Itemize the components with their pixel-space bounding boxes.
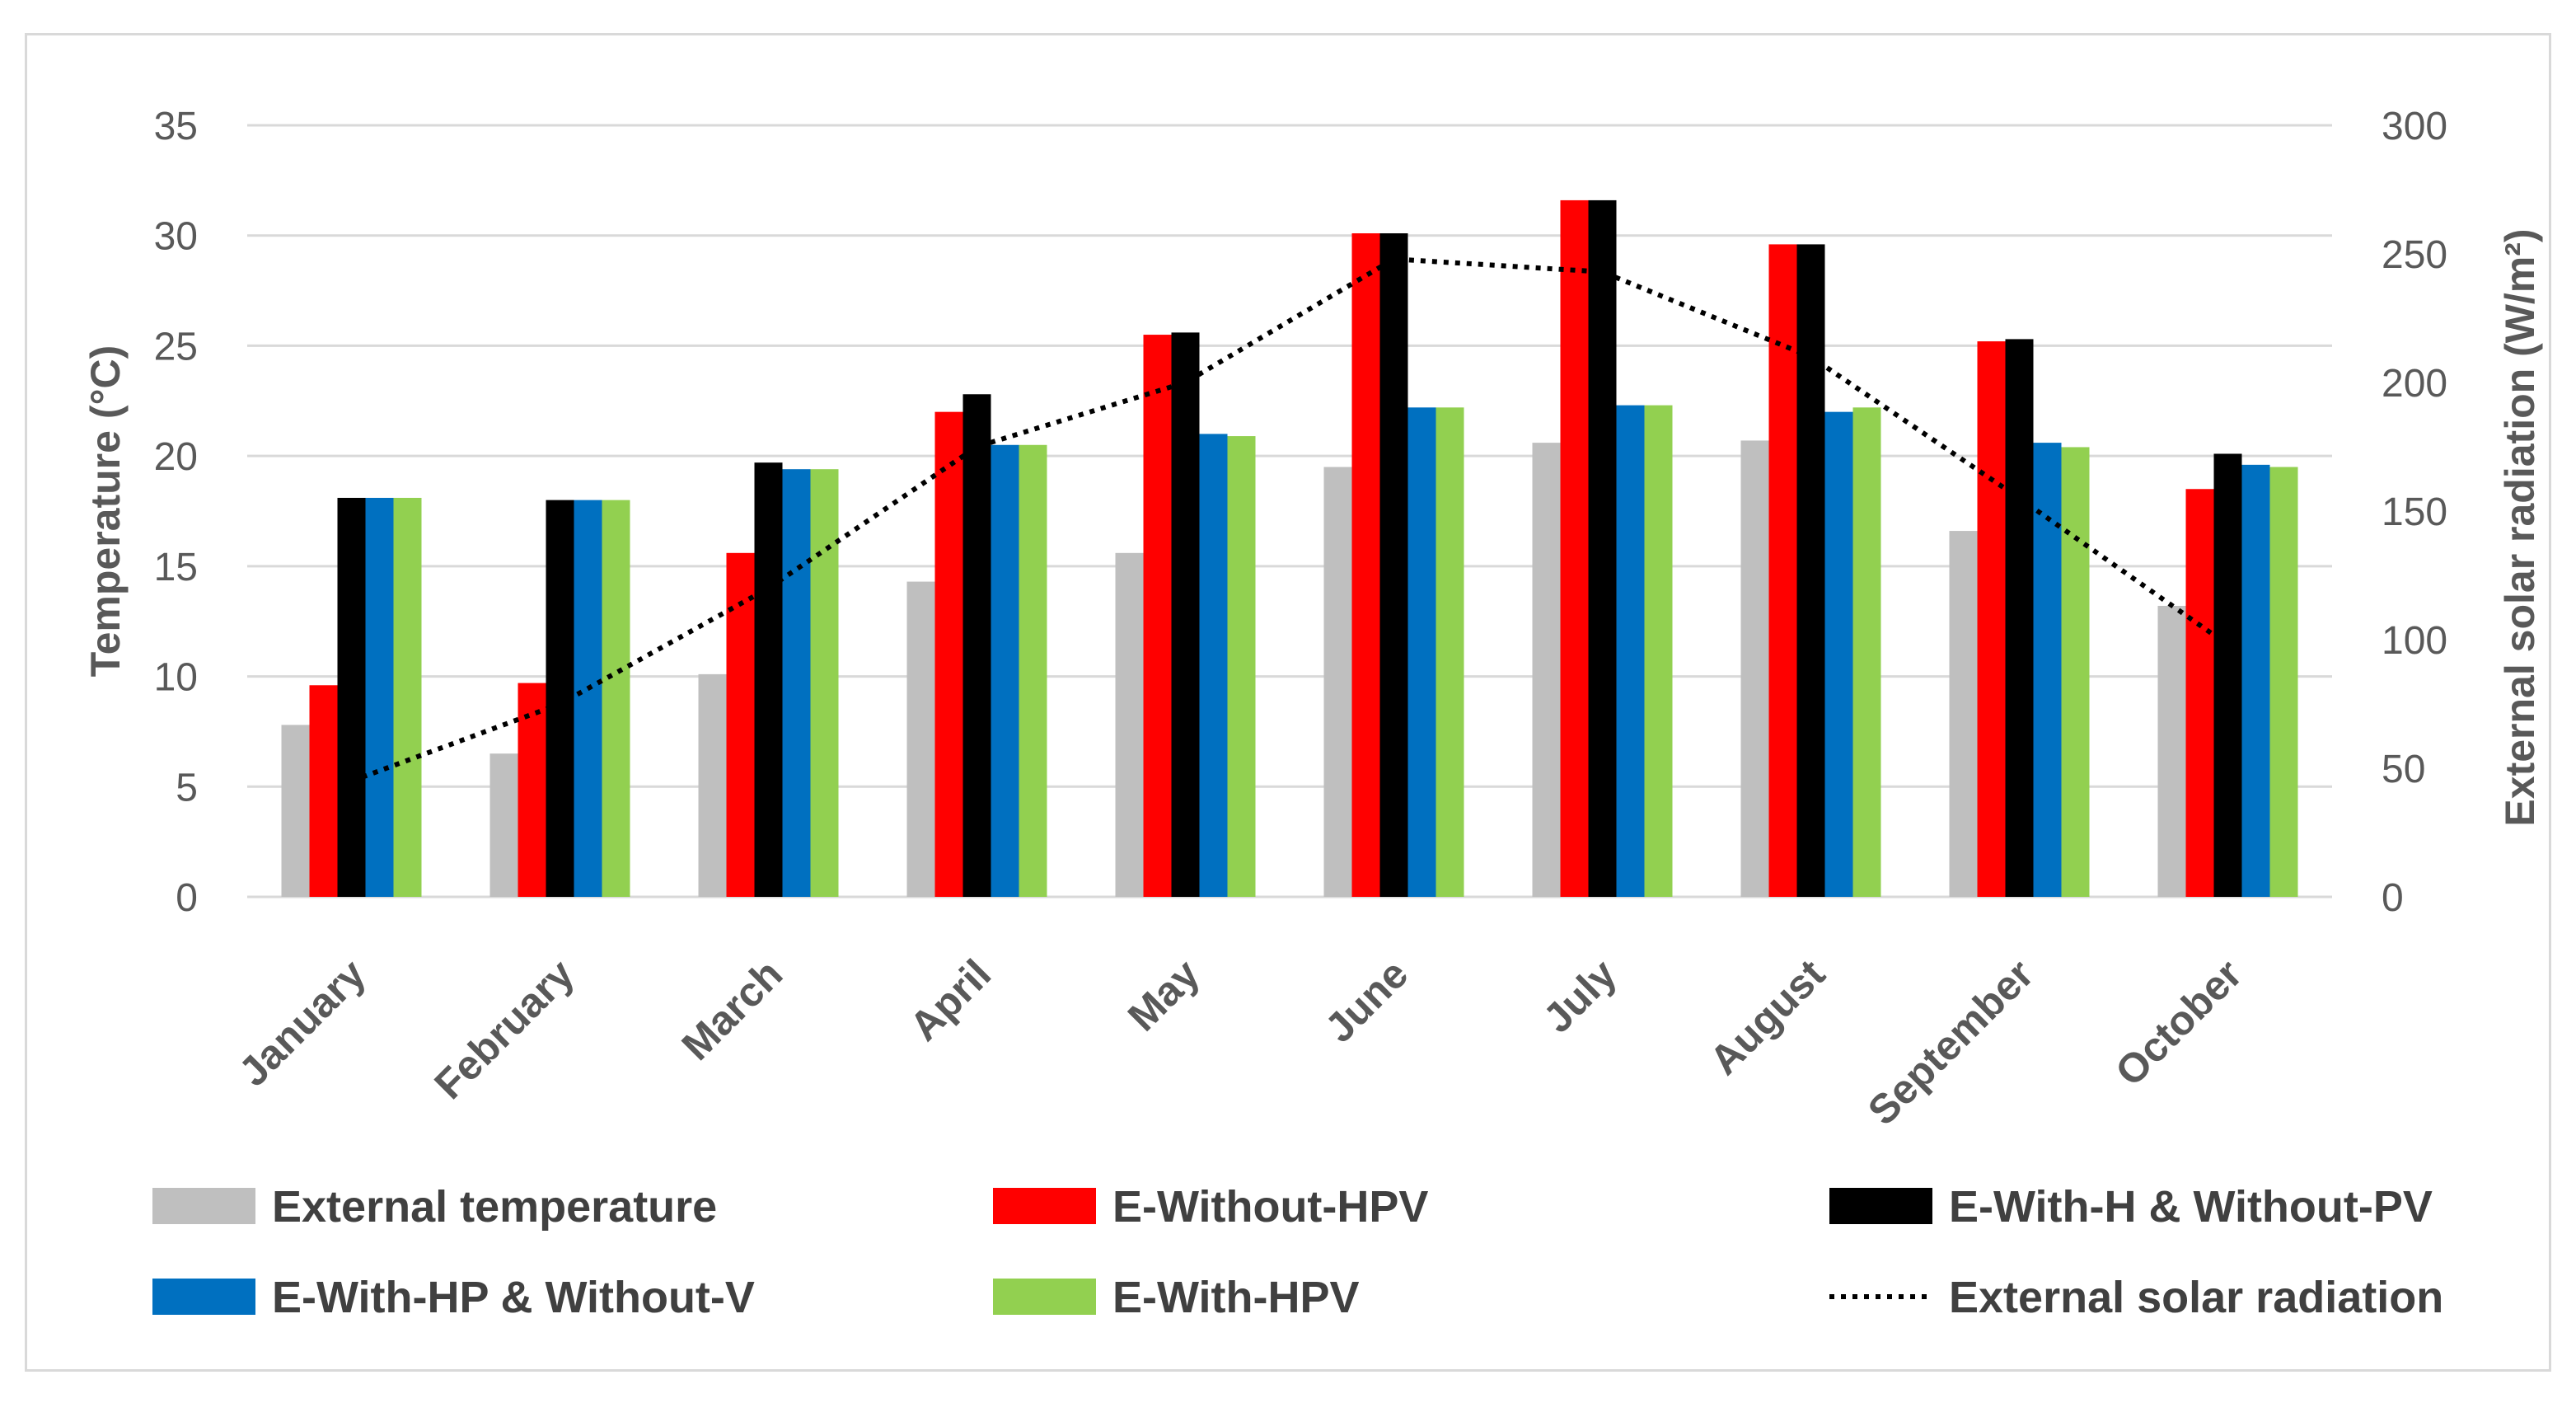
bar (574, 500, 602, 897)
legend-label: E-With-HPV (1112, 1273, 1359, 1322)
category-label: October (2106, 950, 2250, 1095)
bar (934, 411, 963, 898)
bar (698, 673, 727, 897)
legend-swatch (1829, 1188, 1932, 1224)
right-tick-label: 50 (2382, 748, 2425, 791)
category-label: February (425, 950, 583, 1108)
bar (1852, 407, 1881, 897)
left-tick-label: 20 (154, 435, 198, 479)
bar (1019, 444, 1047, 897)
right-tick-label: 0 (2382, 876, 2404, 920)
bar (281, 725, 310, 897)
left-tick-label: 10 (154, 656, 198, 700)
category-label: September (1859, 950, 2042, 1133)
category-label: April (901, 950, 1000, 1049)
legend-swatch (993, 1279, 1096, 1315)
bar (337, 497, 366, 897)
category-labels: January February March April May June July Augu… (230, 950, 2250, 1134)
legend-swatch (152, 1188, 255, 1224)
bar (1351, 233, 1380, 897)
bar (1560, 199, 1589, 897)
left-tick-label: 15 (154, 546, 198, 589)
bar (309, 685, 338, 897)
bars (281, 199, 2298, 898)
bar (1644, 405, 1673, 897)
bar (1323, 467, 1352, 897)
bar (2005, 339, 2034, 897)
bar (1616, 405, 1645, 897)
category-label: June (1316, 950, 1417, 1051)
bar (1115, 552, 1144, 897)
bar (1407, 407, 1436, 897)
right-tick-label: 250 (2382, 233, 2447, 277)
category-label: January (230, 950, 374, 1095)
legend-label: E-Without-HPV (1112, 1182, 1428, 1232)
bar (1588, 199, 1617, 897)
right-tick-label: 150 (2382, 490, 2447, 534)
bar (782, 469, 811, 897)
legend-label: E-With-HP & Without-V (272, 1273, 755, 1322)
y-axis-right-title: External solar radiation (W/m²) (2497, 228, 2543, 826)
left-tick-label: 30 (154, 215, 198, 259)
bar (2157, 605, 2186, 897)
bar (365, 497, 394, 897)
left-tick-label: 5 (176, 766, 198, 809)
left-tick-label: 0 (176, 876, 198, 920)
left-tick-label: 25 (154, 325, 198, 368)
right-tick-label: 100 (2382, 619, 2447, 663)
right-axis-ticks: 0 50 100 150 200 250 300 (2382, 105, 2447, 920)
bar (1227, 436, 1256, 897)
bar (1532, 443, 1561, 897)
legend: External temperature E-Without-HPV E-With-… (152, 1182, 2443, 1322)
bar (2269, 467, 2298, 897)
bar (1740, 440, 1769, 897)
y-axis-left-title: Temperature (°C) (82, 345, 129, 677)
category-label: July (1534, 950, 1625, 1041)
right-tick-label: 300 (2382, 105, 2447, 148)
series-line (350, 256, 2230, 784)
chart-frame (25, 33, 2551, 1372)
legend-label: External temperature (272, 1182, 717, 1232)
category-label: August (1701, 950, 1834, 1084)
bar (2213, 453, 2242, 897)
bar (1143, 335, 1172, 897)
bar (754, 462, 783, 897)
legend-swatch (152, 1279, 255, 1315)
legend-label: E-With-H & Without-PV (1949, 1182, 2433, 1232)
bar (602, 500, 630, 897)
bar (393, 497, 422, 897)
bar (1199, 434, 1228, 897)
left-tick-label: 35 (154, 105, 198, 148)
bar (810, 469, 839, 897)
bar (489, 753, 518, 897)
right-tick-label: 200 (2382, 362, 2447, 406)
left-axis-ticks: 0 5 10 15 20 25 30 35 (154, 105, 198, 920)
bar (1768, 244, 1797, 897)
legend-swatch (993, 1188, 1096, 1224)
bar (1949, 531, 1978, 897)
bar (1436, 407, 1464, 897)
legend-label: External solar radiation (1949, 1273, 2443, 1322)
bar (906, 581, 935, 897)
bar (2061, 447, 2090, 897)
bar (1977, 341, 2006, 898)
bar (1824, 411, 1853, 898)
category-label: May (1119, 950, 1209, 1040)
bar (962, 394, 991, 898)
bar (518, 683, 546, 897)
bar (2241, 464, 2270, 897)
category-label: March (673, 950, 792, 1069)
bar (1796, 244, 1825, 897)
bar (1171, 332, 1200, 898)
bar (2185, 489, 2214, 897)
bar (991, 444, 1019, 897)
bar (1379, 233, 1408, 897)
solar-line (350, 256, 2230, 784)
